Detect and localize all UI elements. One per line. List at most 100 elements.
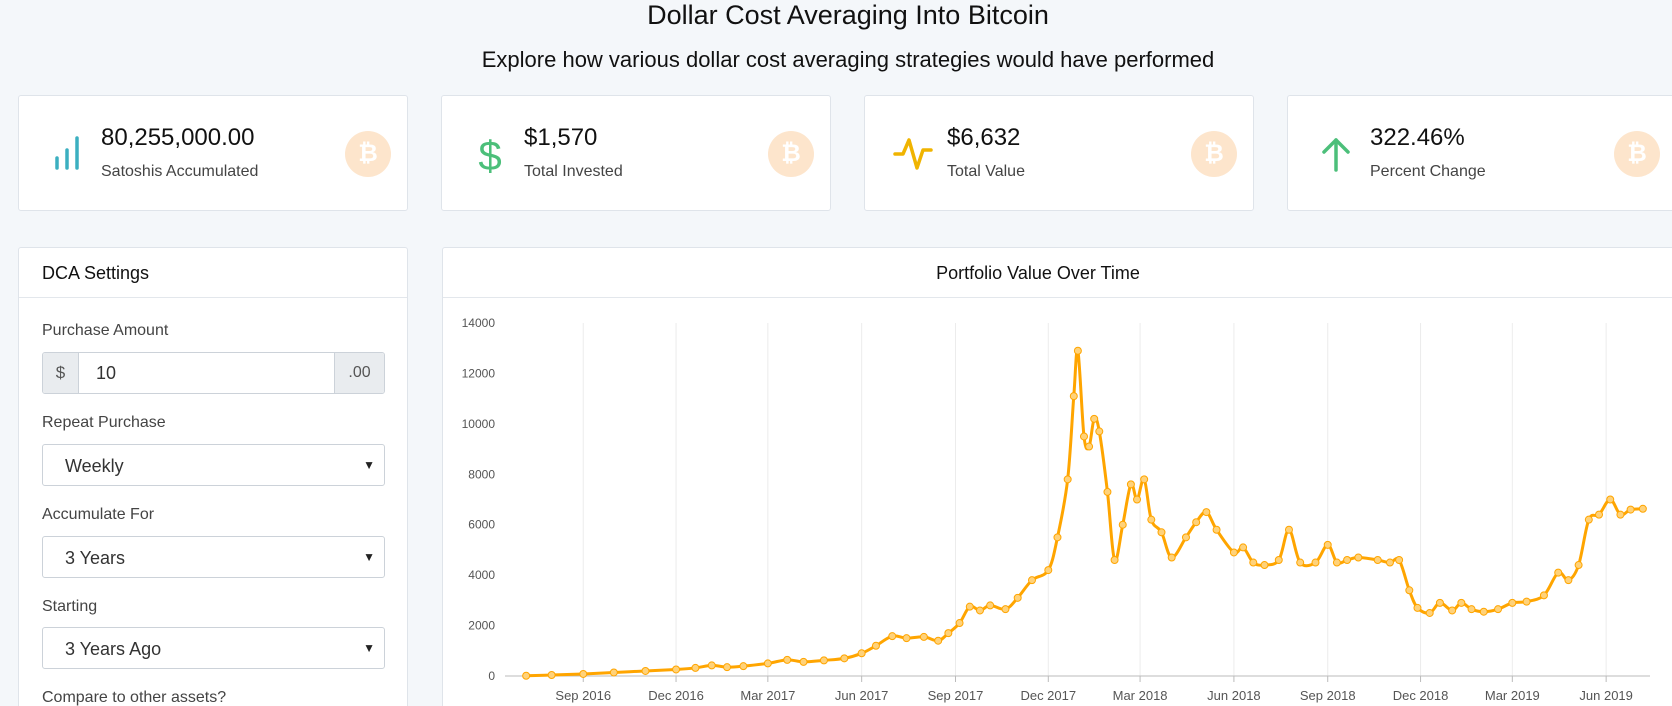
data-point	[522, 671, 531, 680]
data-point	[965, 602, 974, 611]
y-tick-label: 12000	[462, 366, 496, 380]
data-point	[955, 619, 964, 628]
data-point	[1457, 598, 1466, 607]
data-point	[1090, 414, 1099, 423]
data-point	[783, 655, 792, 664]
data-point	[1110, 556, 1119, 565]
stat-label: Total Invested	[524, 163, 623, 180]
bitcoin-icon: ₿	[768, 131, 814, 177]
data-point	[1395, 556, 1404, 565]
pulse-icon	[893, 134, 933, 174]
x-tick-label: Sep 2016	[555, 688, 611, 703]
stat-value: $6,632	[947, 124, 1021, 151]
data-point	[1332, 558, 1341, 567]
data-point	[707, 661, 716, 670]
stat-label: Percent Change	[1370, 163, 1486, 180]
data-point	[1508, 598, 1517, 607]
bar-chart-icon	[47, 134, 87, 174]
data-point	[1133, 495, 1142, 504]
data-point	[1343, 556, 1352, 565]
data-point	[672, 665, 681, 674]
currency-prefix: $	[43, 353, 79, 393]
data-point	[1239, 543, 1248, 552]
x-tick-label: Mar 2017	[740, 688, 795, 703]
data-point	[1192, 518, 1201, 527]
data-point	[723, 663, 732, 672]
data-point	[1118, 520, 1127, 529]
data-point	[1595, 510, 1604, 519]
data-point	[1564, 576, 1573, 585]
data-point	[1103, 487, 1112, 496]
data-point	[986, 601, 995, 610]
purchase-amount-input[interactable]	[79, 353, 334, 393]
dropdown-arrow-icon: ▼	[363, 641, 375, 655]
data-point	[1095, 427, 1104, 436]
data-point	[1584, 515, 1593, 524]
data-point	[1539, 591, 1548, 600]
x-tick-label: Jun 2019	[1579, 688, 1633, 703]
data-point	[1354, 553, 1363, 562]
data-point	[902, 634, 911, 643]
bitcoin-icon: ₿	[345, 131, 391, 177]
repeat-purchase-select[interactable]: Weekly ▼	[42, 444, 385, 486]
data-point	[1202, 508, 1211, 517]
data-point	[763, 659, 772, 668]
settings-title: DCA Settings	[19, 248, 407, 298]
x-tick-label: Dec 2017	[1020, 688, 1076, 703]
starting-select[interactable]: 3 Years Ago ▼	[42, 627, 385, 669]
y-tick-label: 10000	[462, 417, 496, 431]
data-point	[1147, 515, 1156, 524]
y-tick-label: 4000	[468, 568, 495, 582]
x-tick-label: Mar 2019	[1485, 688, 1540, 703]
dollar-icon: $	[470, 132, 510, 179]
data-point	[857, 649, 866, 658]
data-point	[1606, 495, 1615, 504]
data-point	[919, 632, 928, 641]
x-tick-label: Jun 2017	[835, 688, 889, 703]
data-point	[819, 656, 828, 665]
data-point	[1001, 605, 1010, 614]
accumulate-for-value: 3 Years	[65, 548, 126, 568]
data-point	[1069, 392, 1078, 401]
data-point	[547, 670, 556, 679]
y-tick-label: 0	[488, 669, 495, 683]
dropdown-arrow-icon: ▼	[363, 458, 375, 472]
data-point	[1079, 432, 1088, 441]
page-title: Dollar Cost Averaging Into Bitcoin	[647, 0, 1049, 30]
portfolio-chart-panel: Portfolio Value Over Time Sep 2016 Dec 20…	[442, 247, 1672, 706]
data-point	[1405, 586, 1414, 595]
portfolio-value-line	[526, 348, 1643, 678]
data-point	[1616, 510, 1625, 519]
data-point	[1274, 556, 1283, 565]
stat-value: 322.46%	[1370, 124, 1465, 151]
data-point	[641, 666, 650, 675]
page-subtitle: Explore how various dollar cost averagin…	[481, 47, 1215, 72]
y-tick-label: 2000	[468, 619, 495, 633]
data-point	[1323, 540, 1332, 549]
data-point	[934, 636, 943, 645]
data-point	[1574, 561, 1583, 570]
accumulate-for-select[interactable]: 3 Years ▼	[42, 536, 385, 578]
stat-value: 80,255,000.00	[101, 124, 255, 151]
data-point	[1626, 505, 1635, 514]
data-point	[1385, 558, 1394, 567]
data-point	[1284, 525, 1293, 534]
data-point	[840, 654, 849, 663]
arrow-up-icon	[1316, 134, 1356, 174]
data-point	[1494, 605, 1503, 614]
repeat-purchase-value: Weekly	[65, 456, 124, 476]
data-point	[1073, 346, 1082, 355]
y-tick-label: 8000	[468, 467, 495, 481]
data-point	[1479, 607, 1488, 616]
y-tick-label: 6000	[468, 518, 495, 532]
x-tick-label: Mar 2018	[1113, 688, 1168, 703]
data-point	[1126, 480, 1135, 489]
data-point	[1229, 548, 1238, 557]
data-point	[1249, 558, 1258, 567]
portfolio-line-chart: Sep 2016 Dec 2016 Mar 2017 Jun 2017 Sep 2017…	[462, 316, 1650, 703]
y-tick-label: 14000	[462, 316, 496, 330]
data-point	[1027, 576, 1036, 585]
data-point	[1260, 561, 1269, 570]
x-tick-label: Dec 2016	[648, 688, 704, 703]
data-point	[1373, 556, 1382, 565]
